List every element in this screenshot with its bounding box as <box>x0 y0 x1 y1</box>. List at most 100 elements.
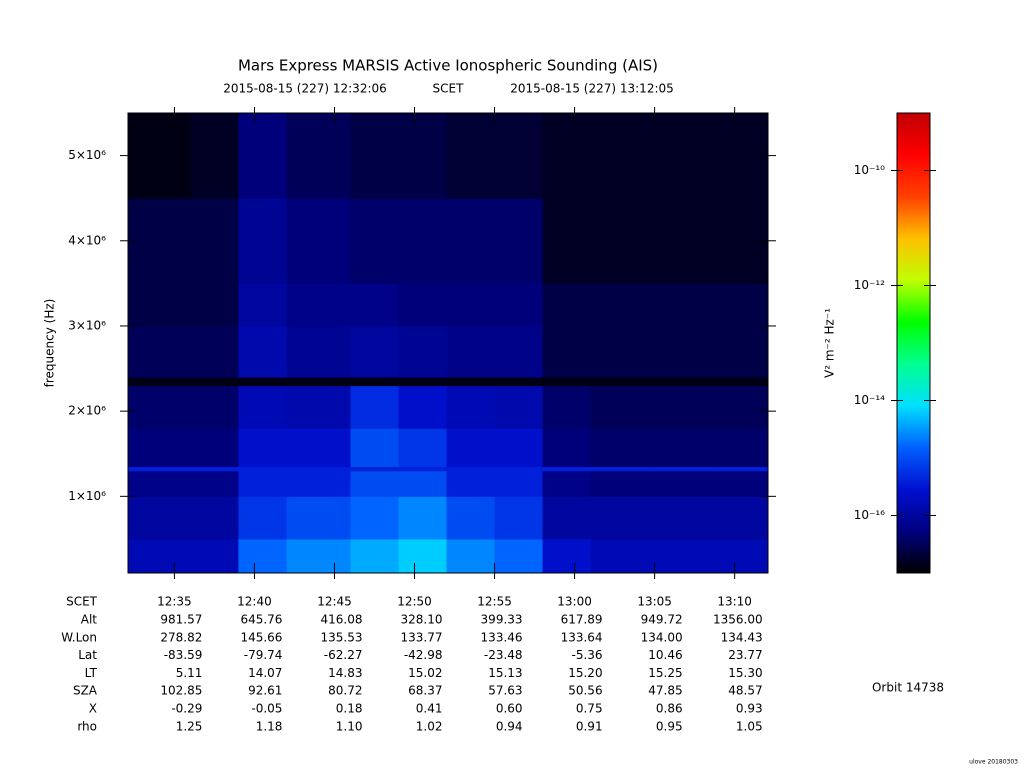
row-label: Lat <box>78 648 97 662</box>
table-cell: -83.59 <box>164 648 203 662</box>
heatmap-cell <box>494 113 544 199</box>
table-cell: 47.85 <box>648 684 682 698</box>
heatmap-cell <box>718 283 769 327</box>
heatmap-cell <box>190 325 239 378</box>
heatmap-cell <box>542 470 592 497</box>
heatmap-cell <box>446 496 496 540</box>
colorbar-label: V² m⁻² Hz⁻¹ <box>823 308 837 378</box>
heatmap-cell <box>654 470 720 497</box>
heatmap-cell <box>718 428 769 468</box>
heatmap-cell <box>190 377 239 387</box>
heatmap-cell <box>494 428 544 468</box>
table-cell: 133.46 <box>481 630 523 644</box>
heatmap-cell <box>398 377 448 387</box>
heatmap-cell <box>190 428 239 468</box>
heatmap-cell <box>238 496 287 540</box>
heatmap-cell <box>190 198 239 284</box>
table-cell: 1.25 <box>176 719 203 733</box>
table-cell: 0.18 <box>336 702 363 716</box>
table-cell: 399.33 <box>481 613 523 627</box>
heatmap-cell <box>590 325 656 378</box>
table-cell: 15.13 <box>488 666 522 680</box>
heatmap-cell <box>654 325 720 378</box>
heatmap-cell <box>446 377 496 387</box>
heatmap-cell <box>542 385 592 429</box>
heatmap-cell <box>654 496 720 540</box>
heatmap-cell <box>398 496 448 540</box>
heatmap-cell <box>128 466 191 472</box>
axes <box>120 107 776 579</box>
heatmap-cell <box>590 385 656 429</box>
y-tick-label: 3×10⁶ <box>68 318 106 332</box>
heatmap-cell <box>654 377 720 387</box>
table-cell: 134.00 <box>641 630 683 644</box>
y-tick-label: 4×10⁶ <box>68 233 106 247</box>
heatmap-cell <box>590 428 656 468</box>
heatmap-cell <box>238 385 287 429</box>
heatmap-cell <box>718 538 769 574</box>
heatmap-cell <box>654 385 720 429</box>
table-cell: 645.76 <box>240 613 282 627</box>
heatmap-cell <box>286 385 351 429</box>
heatmap-cell <box>446 428 496 468</box>
colorbar-tick-label: 10⁻¹⁶ <box>854 508 885 522</box>
table-cell: 15.02 <box>408 666 442 680</box>
heatmap-cell <box>494 496 544 540</box>
table-cell: 135.53 <box>320 630 362 644</box>
heatmap-cell <box>718 325 769 378</box>
heatmap-cell <box>542 466 592 472</box>
scet-label: SCET <box>433 82 465 96</box>
table-cell: 0.91 <box>576 719 603 733</box>
heatmap-cell <box>286 113 351 199</box>
heatmap-cell <box>718 470 769 497</box>
heatmap-cell <box>654 538 720 574</box>
heatmap-cell <box>190 113 239 199</box>
heatmap-cell <box>238 466 287 472</box>
heatmap-cell <box>398 466 448 472</box>
heatmap-cell <box>238 198 287 284</box>
table-cell: -42.98 <box>404 648 443 662</box>
plot-frame <box>127 112 769 574</box>
row-label: LT <box>85 666 98 680</box>
heatmap-cell <box>398 538 448 574</box>
start-time: 2015-08-15 (227) 12:32:06 <box>223 82 387 96</box>
table-cell: 15.30 <box>728 666 762 680</box>
heatmap-cell <box>190 470 239 497</box>
heatmap-cell <box>590 113 656 199</box>
y-axis-label: frequency (Hz) <box>43 299 57 388</box>
heatmap-cell <box>238 470 287 497</box>
table-cell: 617.89 <box>561 613 603 627</box>
heatmap-cell <box>542 198 592 284</box>
heatmap-cell <box>654 113 720 199</box>
heatmap-cell <box>238 283 287 327</box>
table-cell: 133.77 <box>401 630 443 644</box>
table-cell: 0.86 <box>656 702 683 716</box>
table-cell: -5.36 <box>572 648 603 662</box>
heatmap-cell <box>718 496 769 540</box>
heatmap-cell <box>398 470 448 497</box>
table-cell: 1356.00 <box>713 613 763 627</box>
table-cell: 416.08 <box>320 613 362 627</box>
y-tick-label: 1×10⁶ <box>68 489 106 503</box>
heatmap <box>128 113 769 574</box>
heatmap-cell <box>446 113 496 199</box>
heatmap-cell <box>350 496 400 540</box>
heatmap-cell <box>128 377 191 387</box>
table-cell: 15.20 <box>568 666 602 680</box>
heatmap-cell <box>542 283 592 327</box>
heatmap-cell <box>238 325 287 378</box>
heatmap-cell <box>286 470 351 497</box>
heatmap-cell <box>190 538 239 574</box>
x-tick-label: 12:50 <box>397 595 432 609</box>
table-cell: 133.64 <box>561 630 603 644</box>
heatmap-cell <box>398 428 448 468</box>
credit: ulove 20180303 <box>969 759 1018 766</box>
heatmap-cell <box>286 496 351 540</box>
x-tick-label: 12:35 <box>157 595 192 609</box>
heatmap-cell <box>128 325 191 378</box>
heatmap-cell <box>718 377 769 387</box>
heatmap-cell <box>446 385 496 429</box>
heatmap-cell <box>494 470 544 497</box>
x-tick-label: 12:40 <box>237 595 272 609</box>
